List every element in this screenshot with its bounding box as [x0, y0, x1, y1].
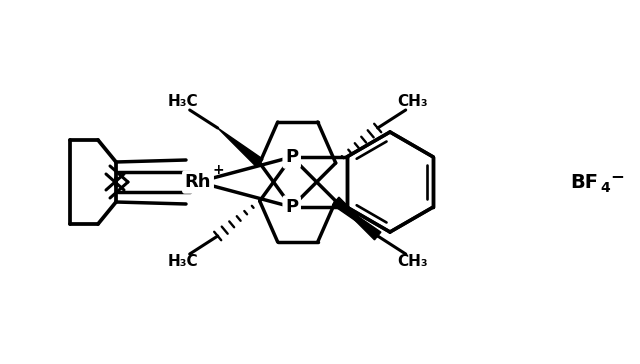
Text: CH₃: CH₃ — [397, 254, 428, 269]
Text: H₃C: H₃C — [168, 254, 198, 269]
Text: BF: BF — [570, 173, 598, 191]
Text: 4: 4 — [600, 181, 610, 195]
Polygon shape — [336, 201, 381, 240]
Text: H₃C: H₃C — [168, 95, 198, 110]
Text: Rh: Rh — [185, 173, 211, 191]
Text: −: − — [610, 167, 624, 185]
Text: +: + — [212, 163, 224, 177]
Text: P: P — [285, 198, 298, 216]
Polygon shape — [218, 128, 263, 167]
Text: P: P — [285, 148, 298, 166]
Text: CH₃: CH₃ — [397, 95, 428, 110]
Polygon shape — [333, 197, 378, 236]
